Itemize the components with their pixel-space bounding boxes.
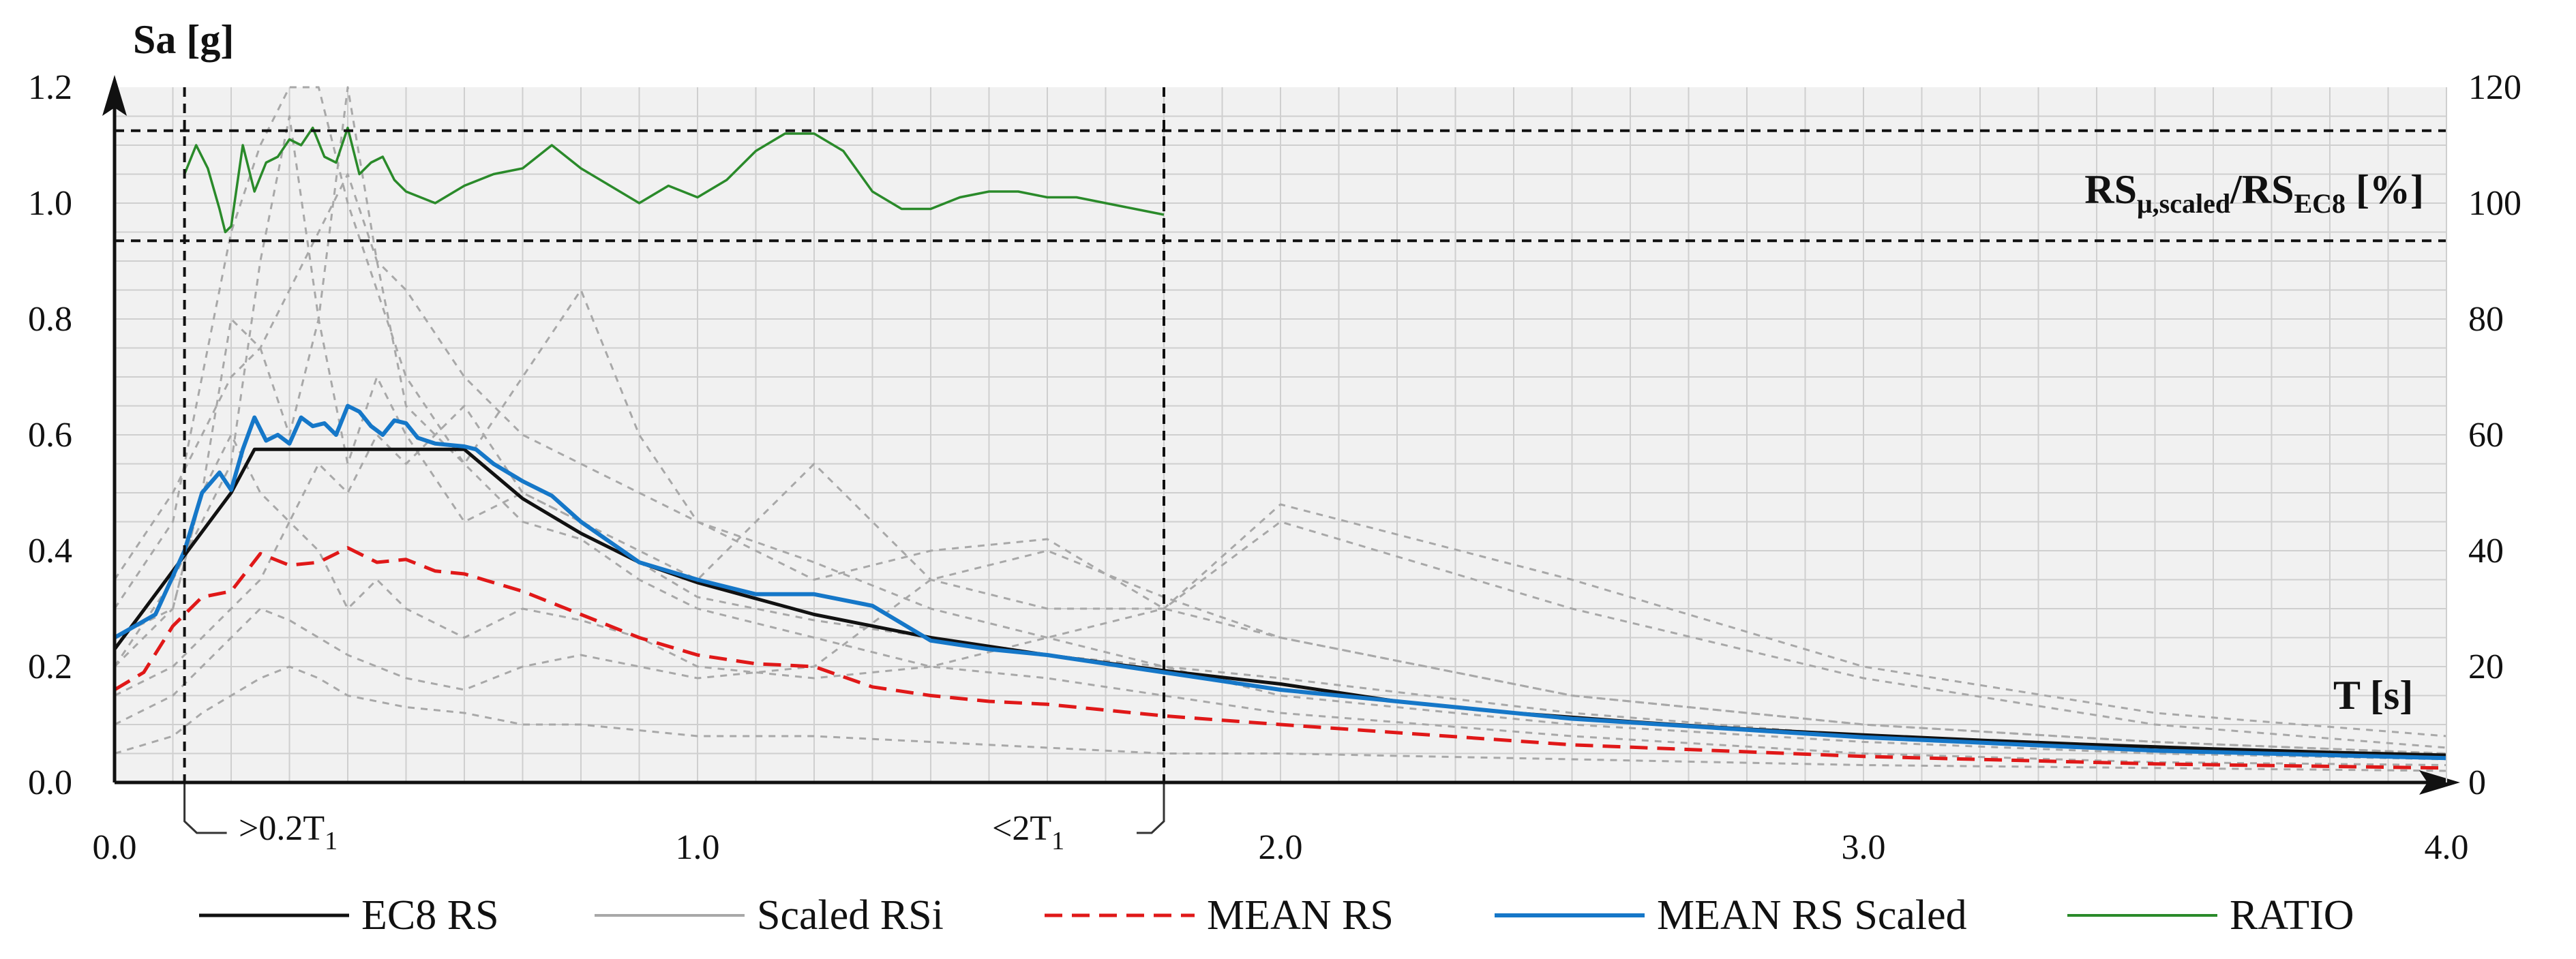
secondary-title-sep: /RS: [2230, 167, 2294, 212]
y-tick-label: 0.2: [28, 648, 72, 686]
secondary-title-main: RS: [2084, 167, 2137, 212]
y-tick-label: 1.2: [28, 68, 72, 107]
scaled-rsi-line-4: [114, 503, 2447, 737]
secondary-title-tail: [%]: [2346, 167, 2424, 212]
ref-label-upper-sub: 1: [1051, 827, 1064, 855]
y-tick-label: 0.6: [28, 416, 72, 455]
reference-lines: [115, 87, 2446, 834]
scaled-rsi-line-1: [113, 86, 2447, 766]
ref-label-lower: >0.2T1: [239, 809, 338, 855]
legend-item-ratio: RATIO: [2067, 892, 2354, 939]
secondary-y-tick-label: 80: [2468, 300, 2504, 339]
ref-label-lower-main: >0.2T: [239, 809, 325, 848]
mean-rs-line: [113, 546, 2447, 770]
x-tick-label: 4.0: [2425, 828, 2469, 867]
legend-label-ratio: RATIO: [2230, 892, 2354, 939]
y-axis-arrow: [102, 75, 127, 116]
x-tick-label: 2.0: [1259, 828, 1303, 867]
y-axis-title: Sa [g]: [133, 17, 234, 62]
ref-label-upper-main: <2T: [992, 809, 1051, 848]
scaled-rsi-line-7: [113, 405, 2447, 761]
y-tick-label: 0.8: [28, 300, 72, 339]
legend-label-ec8-rs: EC8 RS: [361, 892, 499, 939]
axes: 0.0 0.2 0.4 0.6 0.8 1.0 1.2 0 20 40 60 80 100 120 0.0 1…: [28, 68, 2521, 867]
y-tick-label: 1.0: [28, 184, 72, 223]
reference-labels: >0.2T1 <2T1: [239, 809, 1064, 855]
legend: EC8 RS Scaled RSi MEAN RS MEAN RS Scaled…: [199, 892, 2354, 939]
legend-label-scaled-rsi: Scaled RSi: [757, 892, 944, 939]
y-tick-label: 0.4: [28, 532, 72, 570]
scaled-rsi-line-2: [114, 86, 2447, 755]
scaled-rsi-line-5: [114, 549, 2447, 755]
legend-item-scaled-rsi: Scaled RSi: [595, 892, 944, 939]
ratio-line: [183, 126, 1165, 234]
x-tick-label: 0.0: [93, 828, 137, 867]
secondary-y-tick-label: 60: [2468, 416, 2504, 455]
legend-label-mean-rs-scaled: MEAN RS Scaled: [1657, 892, 1967, 939]
scaled-rsi-line-6: [113, 173, 2447, 758]
legend-item-ec8-rs: EC8 RS: [199, 892, 499, 939]
ref-label-lower-sub: 1: [325, 827, 338, 855]
ref-label-lower-leader: [183, 782, 227, 834]
ref-label-upper: <2T1: [992, 809, 1064, 855]
secondary-y-tick-label: 100: [2468, 184, 2521, 223]
x-tick-label: 3.0: [1842, 828, 1886, 867]
x-axis-arrow: [2419, 770, 2460, 795]
legend-item-mean-rs: MEAN RS: [1045, 892, 1394, 939]
secondary-title-sub1: μ,scaled: [2137, 188, 2230, 219]
secondary-y-tick-label: 40: [2468, 532, 2504, 570]
scaled-rsi-line-8: [114, 665, 2447, 772]
series-group: [113, 126, 2447, 770]
secondary-axis-title: RSμ,scaled/RSEC8 [%]: [2084, 167, 2424, 219]
secondary-y-tick-label: 20: [2468, 648, 2504, 686]
x-axis-title: T [s]: [2333, 673, 2413, 718]
legend-item-mean-rs-scaled: MEAN RS Scaled: [1495, 892, 1967, 939]
x-tick-label: 1.0: [676, 828, 720, 867]
secondary-y-tick-label: 120: [2468, 68, 2521, 107]
legend-label-mean-rs: MEAN RS: [1207, 892, 1394, 939]
secondary-title-sub2: EC8: [2294, 188, 2346, 219]
secondary-y-tick-label: 0: [2468, 763, 2486, 802]
scaled-records-group: [113, 86, 2447, 772]
mean-rs-scaled-line: [113, 404, 2447, 761]
y-tick-label: 0.0: [28, 763, 72, 802]
ref-label-upper-leader: [1137, 782, 1165, 834]
